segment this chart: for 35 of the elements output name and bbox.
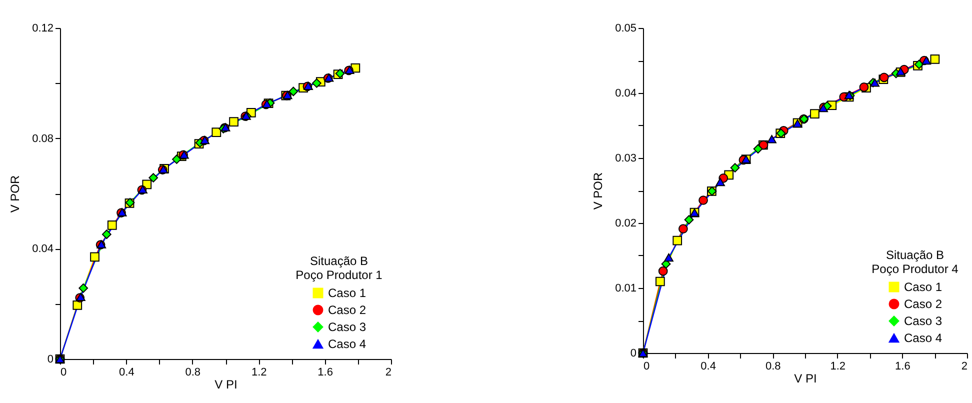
x-tick-label: 0 (644, 360, 650, 372)
y-axis-title: V POR (8, 174, 22, 213)
x-tick-label: 0.4 (119, 366, 134, 378)
x-tick-label: 1.6 (895, 360, 910, 372)
x-axis-title: V PI (794, 372, 817, 386)
x-tick-label: 0 (60, 366, 67, 378)
y-tick-label: 0.08 (32, 132, 54, 145)
x-tick-label: 0.4 (700, 360, 716, 372)
x-tick-label: 2 (385, 366, 392, 378)
x-axis-title: V PI (214, 378, 238, 392)
legend-label: Caso 2 (904, 297, 942, 311)
legend-label: Caso 1 (904, 280, 942, 294)
legend-label: Caso 1 (328, 286, 366, 300)
y-axis-title: V POR (591, 172, 606, 210)
y-tick-label: 0.01 (615, 282, 636, 294)
y-tick-label: 0.04 (615, 88, 636, 100)
y-tick-label: 0.03 (615, 152, 636, 164)
legend-label: Caso 4 (904, 331, 942, 345)
x-tick-label: 2 (961, 360, 968, 372)
x-tick-label: 0.8 (185, 366, 201, 378)
y-tick-label: 0.04 (32, 243, 54, 256)
x-tick-label: 1.2 (251, 366, 267, 378)
legend-title: Situação B Poço Produtor 1 (296, 254, 383, 282)
y-tick-label: 0.05 (615, 22, 636, 34)
legend-label: Caso 2 (328, 303, 366, 317)
legend-title: Situação B Poço Produtor 4 (872, 248, 959, 276)
legend-label: Caso 3 (328, 320, 366, 334)
legend-label: Caso 3 (904, 314, 942, 328)
legend-label: Caso 4 (328, 337, 366, 351)
y-tick-label: 0.12 (32, 22, 54, 34)
x-tick-label: 1.2 (830, 360, 846, 372)
y-tick-label: 0 (630, 348, 636, 360)
y-tick-label: 0.02 (615, 218, 636, 230)
x-tick-label: 1.6 (318, 366, 333, 378)
x-tick-label: 0.8 (765, 360, 781, 372)
